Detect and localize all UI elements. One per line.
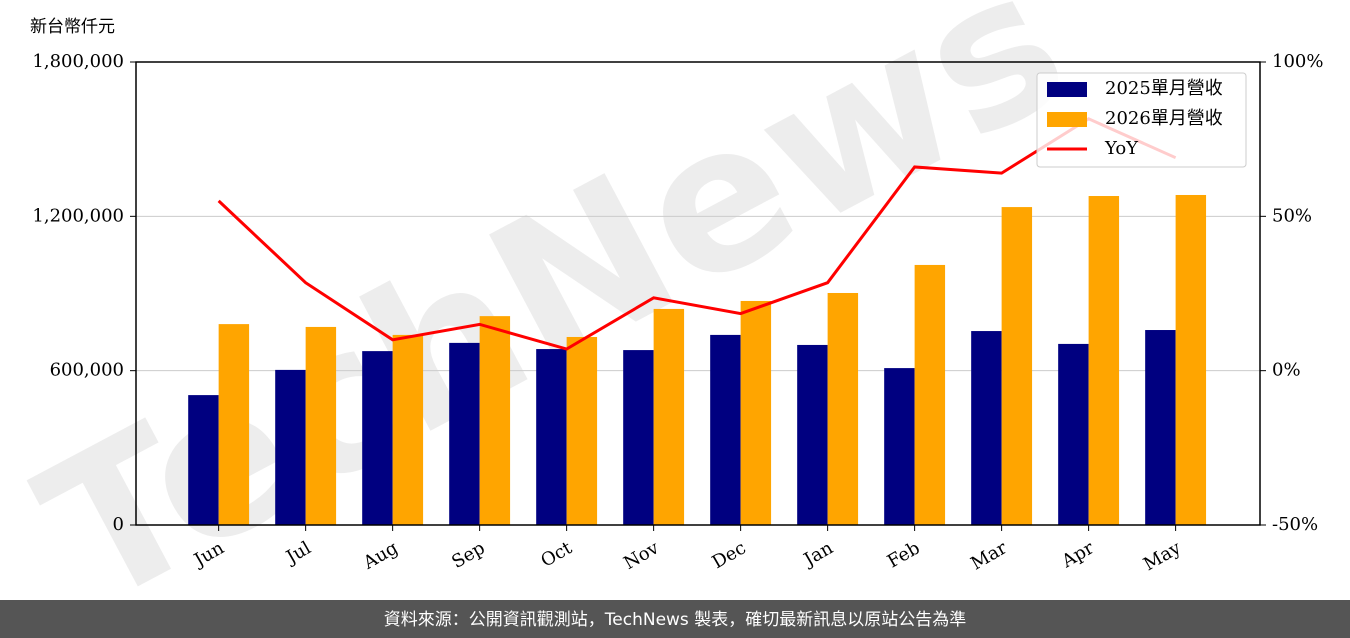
x-tick-label: Nov (620, 537, 663, 574)
line (217, 117, 1177, 351)
bar (1001, 207, 1033, 525)
bar (884, 368, 915, 525)
bar (449, 342, 480, 525)
y2-tick-label: 0% (1272, 360, 1301, 381)
x-tick-label: May (1140, 537, 1185, 575)
bar (971, 331, 1002, 525)
bar (566, 336, 598, 525)
legend-swatch (1047, 82, 1087, 97)
y2-tick-label: -50% (1272, 514, 1318, 535)
bar (1145, 330, 1176, 525)
bar (1088, 196, 1120, 526)
bar (653, 308, 685, 525)
bar (362, 351, 393, 525)
bar (710, 334, 741, 525)
x-tick-label: Mar (967, 537, 1011, 574)
bar (479, 316, 511, 525)
bar (797, 344, 828, 525)
legend-label: 2026單月營收 (1105, 108, 1223, 129)
bar (305, 326, 337, 525)
bar (188, 395, 219, 525)
bar (275, 369, 306, 525)
bar (740, 300, 772, 525)
y-tick-label: 1,800,000 (32, 51, 124, 72)
legend-label: YoY (1104, 138, 1139, 159)
bar (1175, 194, 1207, 525)
bar (827, 292, 859, 525)
y-tick-label: 1,200,000 (32, 205, 124, 226)
legend-box (1036, 72, 1247, 168)
x-tick-label: Apr (1058, 537, 1098, 572)
y2-tick-label: 100% (1272, 51, 1323, 72)
x-tick-label: Oct (537, 537, 576, 572)
footer-bar (0, 600, 1350, 638)
bar (536, 349, 567, 525)
y-axis-label: 新台幣仟元 (30, 17, 115, 37)
bar (218, 324, 250, 525)
y-tick-label: 0 (113, 514, 124, 535)
legend-swatch (1047, 112, 1087, 127)
bar (1058, 343, 1089, 525)
bar (914, 264, 946, 525)
x-tick-label: Jan (799, 537, 837, 571)
x-tick-label: Aug (359, 537, 402, 574)
y-tick-label: 600,000 (50, 360, 124, 381)
bar (623, 350, 654, 525)
legend-label: 2025單月營收 (1105, 78, 1223, 99)
x-tick-label: Sep (448, 537, 488, 572)
x-tick-label: Feb (884, 537, 924, 572)
footer-text: 資料來源：公開資訊觀測站，TechNews 製表，確切最新訊息以原站公告為準 (384, 610, 966, 630)
x-tick-label: Dec (709, 537, 750, 573)
y2-tick-label: 50% (1272, 205, 1312, 226)
plot-frame (135, 61, 1261, 526)
bar (392, 334, 424, 525)
